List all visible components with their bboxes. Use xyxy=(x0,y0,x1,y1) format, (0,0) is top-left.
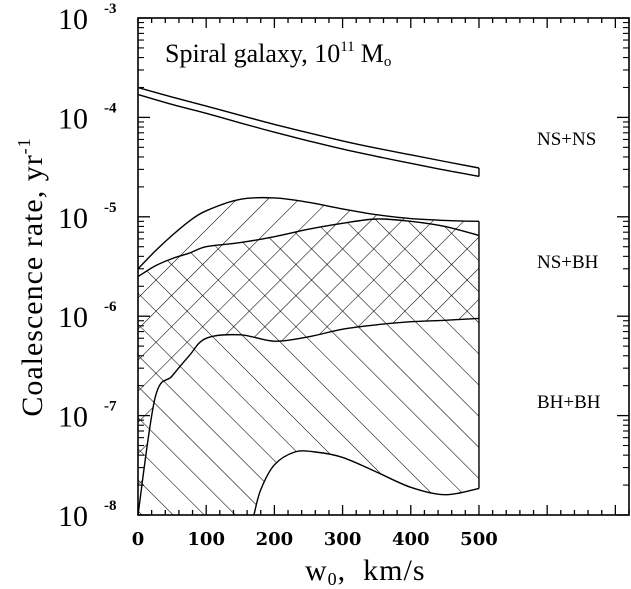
x-tick-label: 200 xyxy=(256,529,294,550)
bh-bh-lower-line xyxy=(253,450,480,515)
x-tick-label: 0 xyxy=(132,529,145,550)
y-tick-exponent: -8 xyxy=(104,498,117,514)
y-tick-label: 10 xyxy=(58,3,88,36)
ns-bh-lower-line xyxy=(138,317,480,515)
x-tick-label: 500 xyxy=(460,529,498,550)
y-tick-exponent: -7 xyxy=(104,399,117,415)
series-label-bh-bh: BH+BH xyxy=(537,392,601,413)
y-tick-exponent: -6 xyxy=(104,299,117,315)
series-label-ns-ns: NS+NS xyxy=(537,129,596,150)
tick-labels: NS+NS NS+BH BH+BH 0 100 200 300 400 500 10 -3 10 -4 1… xyxy=(58,1,601,550)
ns-bh-upper-line xyxy=(138,196,480,270)
y-tick-label: 10 xyxy=(58,301,88,334)
axis-ticks xyxy=(137,17,630,516)
series-areas xyxy=(138,86,480,515)
ns-bh-area xyxy=(138,197,479,515)
x-tick-label: 100 xyxy=(187,529,225,550)
ns-ns-upper-line xyxy=(138,86,480,169)
chart-annotation: Spiral galaxy, 1011 Mo xyxy=(165,39,391,70)
y-tick-label: 10 xyxy=(58,102,88,135)
series-label-ns-bh: NS+BH xyxy=(537,252,599,273)
x-tick-label: 300 xyxy=(324,529,362,550)
y-tick-label: 10 xyxy=(58,500,88,533)
y-tick-exponent: -5 xyxy=(104,200,117,216)
y-tick-exponent: -4 xyxy=(104,100,117,116)
ns-ns-lower-line xyxy=(138,93,480,178)
y-axis-title: Coalescence rate, yr-1 xyxy=(14,137,49,416)
x-tick-label: 400 xyxy=(392,529,430,550)
x-axis-title: w0, km/s xyxy=(305,554,426,589)
y-tick-label: 10 xyxy=(58,202,88,235)
y-tick-exponent: -3 xyxy=(104,1,117,17)
y-tick-label: 10 xyxy=(58,401,88,434)
